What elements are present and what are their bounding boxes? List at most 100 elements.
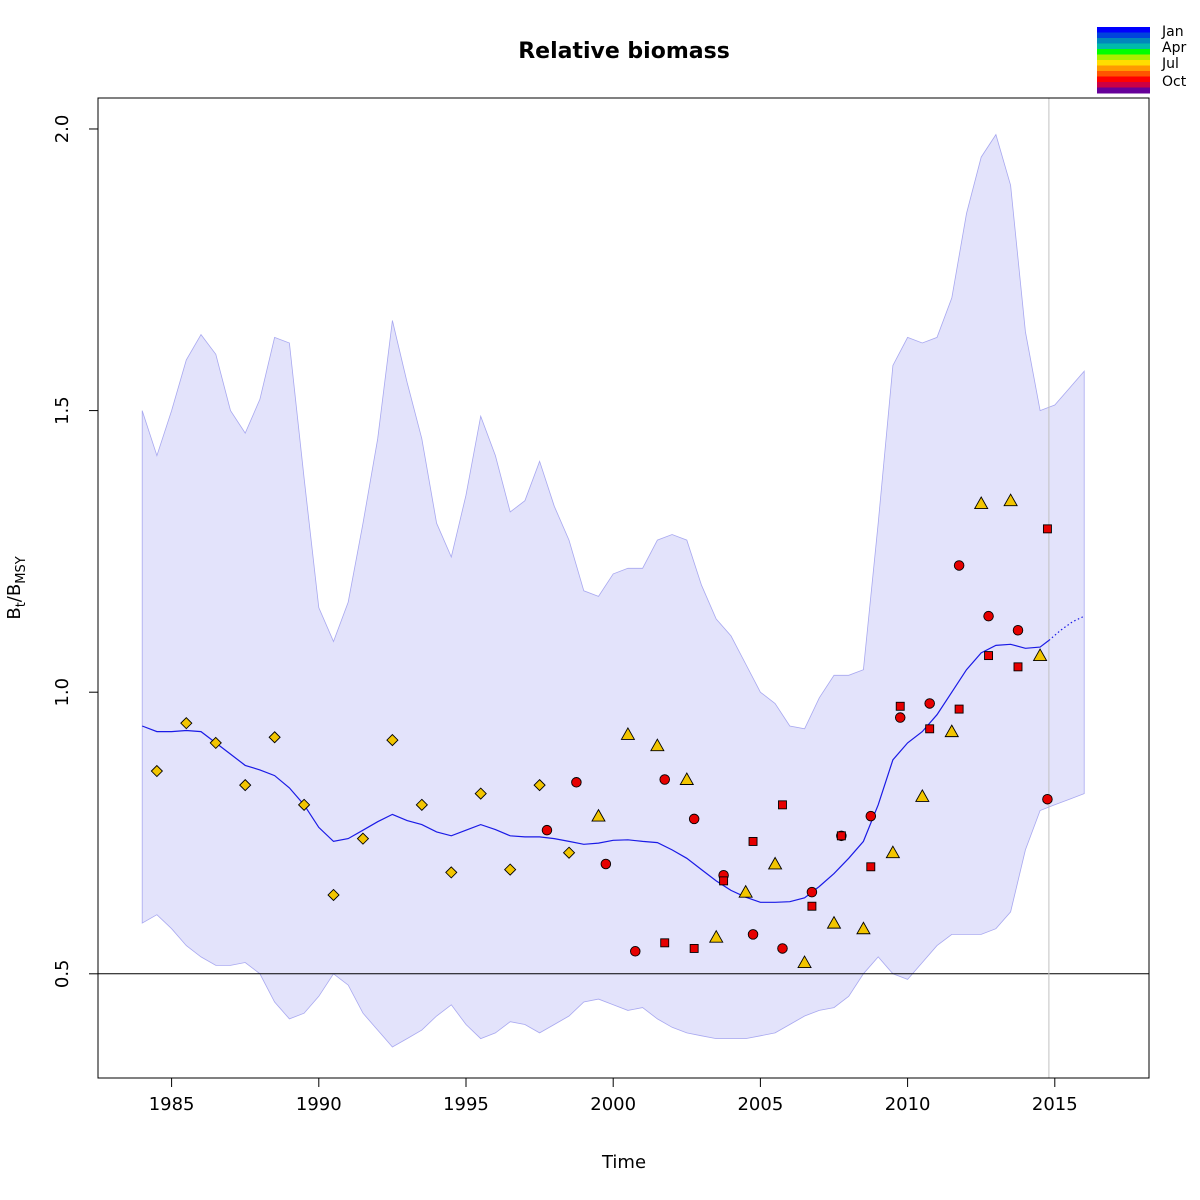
diamond-point — [209, 736, 222, 750]
circle-point — [747, 929, 759, 940]
square-point — [836, 831, 846, 841]
square-point — [807, 901, 817, 911]
circle-point — [630, 946, 641, 957]
median-line — [141, 639, 1050, 903]
legend-month-label: Apr — [1162, 40, 1186, 56]
circle-point — [600, 858, 612, 870]
square-point — [954, 704, 964, 714]
x-tick-label: 1990 — [296, 1094, 342, 1115]
median-line-layer — [141, 615, 1085, 903]
x-tick-label: 2005 — [737, 1094, 783, 1115]
triangle-point — [767, 856, 783, 870]
circle-point — [806, 886, 818, 898]
triangle-point — [797, 955, 812, 968]
legend-month-label: Oct — [1162, 74, 1187, 90]
triangle-point — [650, 738, 665, 752]
triangle-point — [708, 929, 724, 943]
diamond-point — [533, 778, 546, 792]
x-tick-label: 2010 — [885, 1094, 931, 1115]
triangle-point — [944, 724, 960, 738]
diamond-point — [180, 717, 193, 730]
triangle-series — [591, 493, 1048, 968]
x-axis: 1985 1990 1995 2000 2005 2010 2015 — [149, 1078, 1078, 1115]
circle-point — [865, 810, 877, 822]
circle-point — [688, 813, 700, 825]
diamond-point — [415, 798, 428, 811]
triangle-point — [826, 915, 842, 929]
triangle-point — [679, 772, 695, 785]
y-axis-label-sub1: t — [14, 602, 29, 607]
circle-point — [571, 777, 582, 788]
circle-point — [1042, 793, 1053, 805]
confidence-band — [141, 133, 1085, 1048]
legend-color-swatch — [1097, 60, 1150, 66]
diamond-point — [445, 866, 458, 879]
triangle-point — [973, 496, 989, 509]
circle-point — [1012, 624, 1024, 636]
y-axis-label-main: B — [4, 607, 25, 619]
diamond-point — [562, 846, 576, 859]
legend-color-swatch — [1097, 27, 1150, 33]
diamond-point — [268, 731, 281, 744]
y-tick-label: 2.0 — [52, 115, 73, 144]
x-axis-label: Time — [601, 1152, 646, 1173]
plot-frame — [97, 97, 1150, 1079]
diamond-point — [239, 778, 252, 792]
legend-color-swatch — [1097, 76, 1150, 83]
legend-color-swatch — [1097, 65, 1150, 72]
reference-line-layer — [98, 98, 1149, 1078]
circle-point — [894, 712, 906, 723]
diamond-point — [386, 733, 399, 747]
x-tick-label: 2000 — [590, 1094, 636, 1115]
circle-point — [659, 774, 670, 785]
square-point — [748, 836, 758, 846]
forecast-line — [1048, 615, 1085, 641]
chart-title: Relative biomass — [518, 39, 730, 64]
legend-color-swatch — [1097, 82, 1150, 88]
observation-points-layer — [150, 493, 1053, 968]
triangle-point — [591, 808, 606, 822]
triangle-point — [1032, 648, 1048, 662]
legend-month-label: Jul — [1161, 56, 1179, 72]
diamond-point — [150, 764, 164, 778]
diamond-point — [327, 888, 340, 902]
square-series — [660, 524, 1052, 953]
legend-color-swatch — [1097, 87, 1150, 94]
x-tick-label: 2015 — [1032, 1094, 1078, 1115]
diamond-series — [150, 717, 576, 902]
square-point — [719, 876, 729, 886]
square-point — [689, 944, 699, 953]
triangle-point — [885, 845, 901, 859]
x-tick-label: 1995 — [443, 1094, 489, 1115]
y-axis-label: Bt/BMSY — [4, 556, 29, 619]
triangle-point — [620, 727, 636, 740]
square-point — [925, 724, 935, 734]
triangle-point — [856, 921, 871, 935]
legend-color-swatch — [1097, 38, 1150, 44]
square-point — [778, 800, 787, 810]
legend-color-swatch — [1097, 43, 1150, 50]
confidence-band-layer — [141, 133, 1085, 1048]
diamond-point — [297, 798, 311, 811]
y-tick-label: 0.5 — [52, 959, 73, 988]
circle-point — [924, 698, 935, 709]
triangle-point — [1003, 493, 1018, 507]
y-axis: 0.5 1.0 1.5 2.0 — [52, 115, 98, 988]
legend-color-swatch — [1097, 32, 1150, 39]
square-point — [895, 701, 905, 711]
circle-point — [953, 560, 965, 571]
diamond-point — [356, 832, 370, 845]
legend-color-swatch — [1097, 54, 1150, 61]
circle-point — [983, 610, 994, 622]
diamond-point — [474, 787, 487, 800]
y-tick-label: 1.5 — [52, 396, 73, 425]
y-tick-label: 1.0 — [52, 678, 73, 707]
diamond-point — [504, 863, 517, 876]
square-point — [660, 938, 670, 948]
triangle-point — [915, 788, 930, 802]
circle-point — [541, 824, 553, 836]
x-tick-label: 1985 — [149, 1094, 195, 1115]
square-point — [866, 862, 876, 872]
